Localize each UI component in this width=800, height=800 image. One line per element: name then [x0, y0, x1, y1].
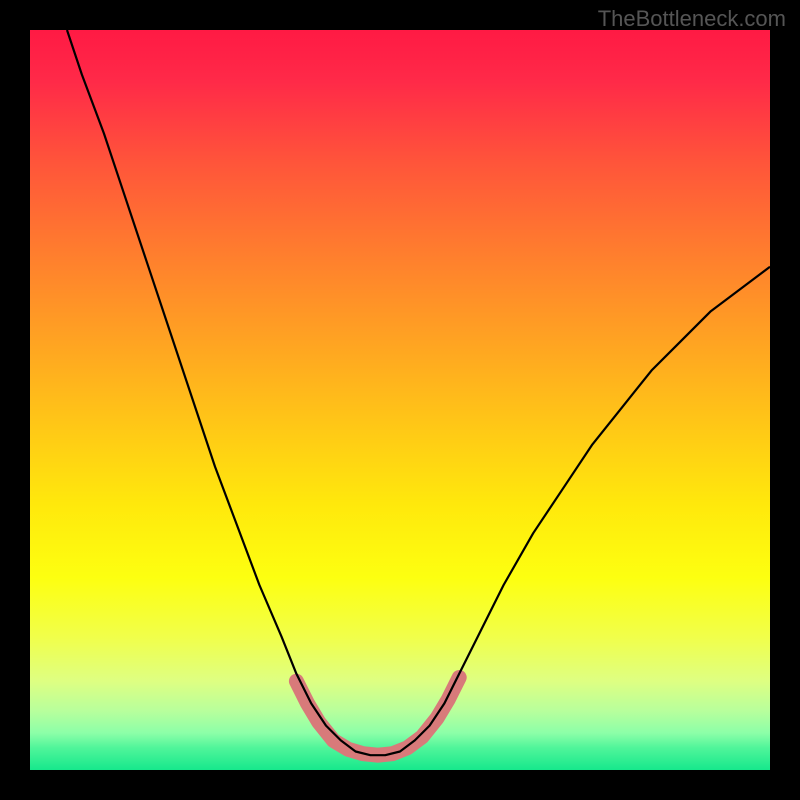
plot-background — [30, 30, 770, 770]
watermark-text: TheBottleneck.com — [598, 6, 786, 32]
plot-container — [0, 0, 800, 800]
chart-svg — [0, 0, 800, 800]
